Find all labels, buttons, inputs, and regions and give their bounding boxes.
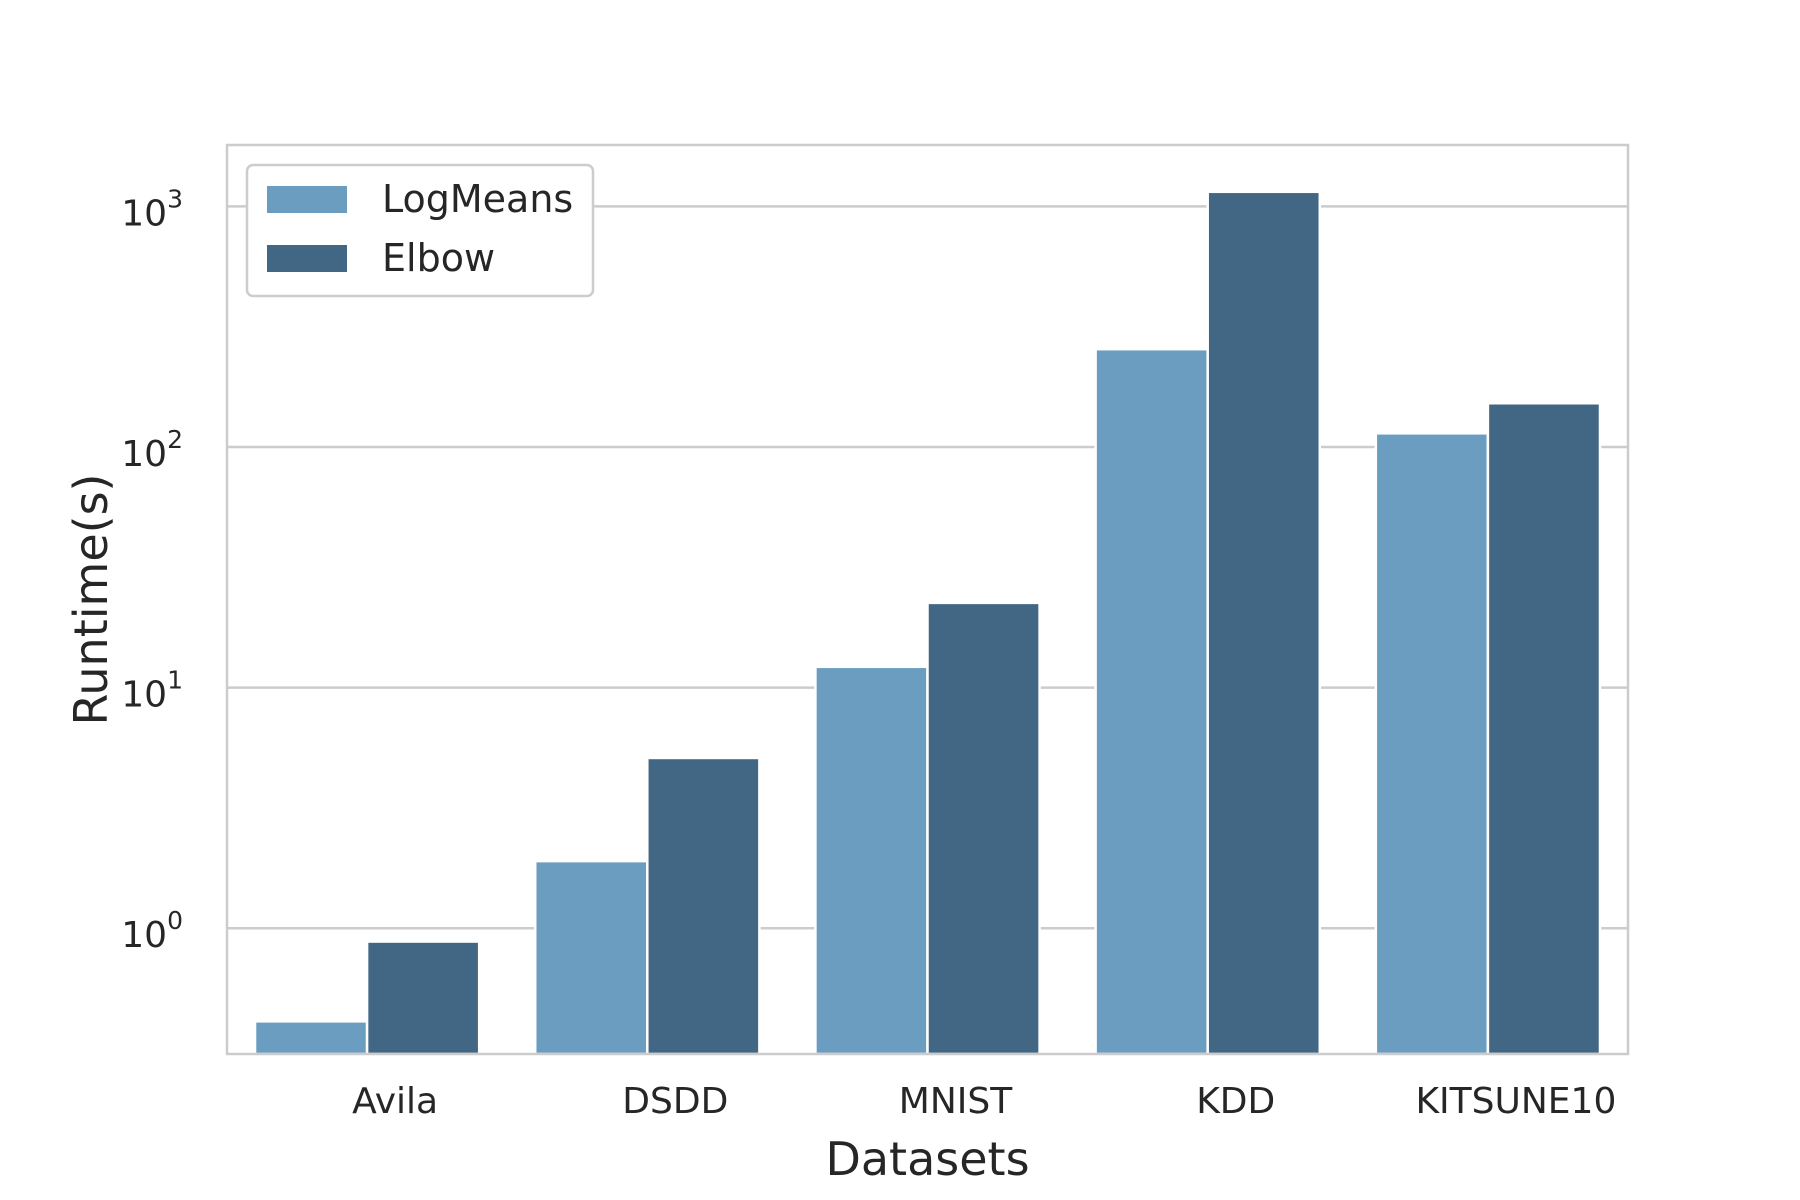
plot-frame (225, 143, 1630, 1056)
bar-elbow-avila (365, 940, 481, 1056)
bar-logmeans-mnist (814, 665, 929, 1056)
legend-label-logmeans: LogMeans (382, 177, 573, 221)
x-tick-label: DSDD (622, 1081, 728, 1122)
x-tick-label: KDD (1196, 1081, 1275, 1122)
legend: LogMeans Elbow (245, 163, 595, 298)
bar-elbow-mnist (926, 601, 1041, 1056)
y-tick-label: 101 (121, 666, 183, 716)
x-axis-label: Datasets (825, 1132, 1029, 1186)
legend-swatch-elbow (267, 245, 347, 272)
y-axis-label: Runtime(s) (64, 474, 118, 726)
legend-swatch-logmeans (267, 186, 347, 213)
x-tick-labels: Avila DSDD MNIST KDD KITSUNE10 (352, 1081, 1616, 1122)
y-tick-label: 100 (121, 906, 183, 956)
x-tick-label: KITSUNE10 (1415, 1081, 1616, 1122)
bar-elbow-kdd (1206, 190, 1322, 1056)
bar-elbow-dsdd (646, 756, 761, 1056)
bar-logmeans-avila (253, 1020, 369, 1056)
x-tick-label: Avila (352, 1081, 438, 1122)
y-tick-labels: 100 101 102 103 (121, 184, 183, 956)
y-tick-label: 102 (121, 425, 183, 475)
legend-label-elbow: Elbow (382, 236, 495, 280)
x-tick-label: MNIST (899, 1081, 1013, 1122)
bar-logmeans-dsdd (533, 859, 649, 1056)
bars (253, 190, 1602, 1056)
bar-logmeans-kitsune10 (1374, 432, 1490, 1056)
y-tick-label: 103 (121, 184, 183, 234)
bar-logmeans-kdd (1094, 347, 1209, 1056)
bar-elbow-kitsune10 (1486, 402, 1602, 1056)
